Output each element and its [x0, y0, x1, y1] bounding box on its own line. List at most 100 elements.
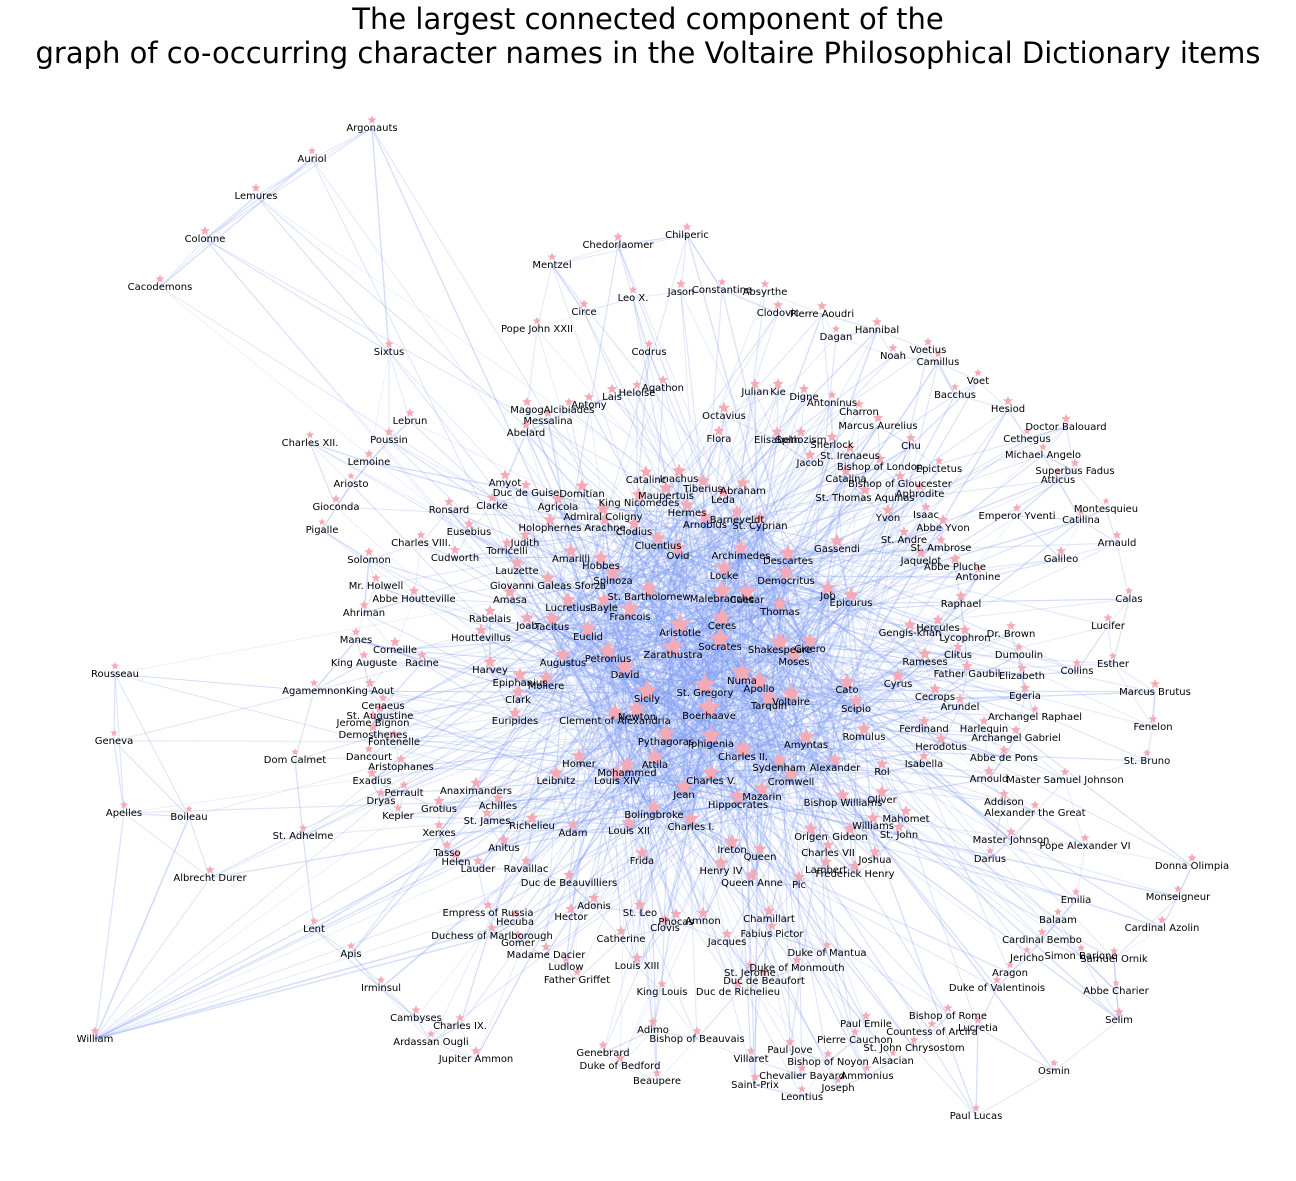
- edge: [567, 580, 614, 609]
- node-label: St. Ambrose: [911, 543, 972, 554]
- edge: [827, 595, 836, 769]
- edge: [977, 987, 998, 1029]
- edge: [567, 524, 706, 609]
- edge: [657, 545, 667, 743]
- edge: [1080, 955, 1115, 960]
- edge: [581, 493, 742, 557]
- edge: [977, 1027, 1055, 1072]
- edge: [335, 506, 628, 774]
- edge: [1112, 663, 1154, 728]
- edge: [123, 812, 190, 818]
- edge: [350, 439, 390, 485]
- edge: [551, 264, 710, 717]
- edge: [578, 548, 838, 765]
- edge: [633, 531, 723, 600]
- edge: [677, 524, 706, 557]
- edge: [114, 555, 742, 675]
- node-label: Albrecht Durer: [173, 873, 247, 884]
- edge: [633, 531, 725, 577]
- node-label: Boileau: [170, 812, 207, 823]
- edge: [629, 445, 912, 618]
- edge: [372, 715, 381, 724]
- edge: [567, 607, 763, 798]
- edge: [846, 689, 1156, 693]
- edge: [645, 479, 688, 514]
- node-label: Harvey: [472, 665, 508, 676]
- edge: [683, 517, 889, 796]
- node-label: Montesquieu: [1074, 504, 1138, 515]
- node-label: Paul Lucas: [950, 1111, 1003, 1122]
- edge: [94, 816, 190, 1040]
- edge: [526, 625, 628, 774]
- edge: [759, 525, 781, 613]
- edge: [678, 438, 720, 480]
- node-label: Charles II.: [718, 752, 768, 763]
- edge: [570, 558, 602, 567]
- edge: [363, 612, 396, 651]
- edge: [455, 861, 479, 870]
- node-label: Adam: [559, 828, 588, 839]
- node-label: Hobbes: [582, 561, 620, 572]
- node-label: Absyrthe: [743, 287, 788, 298]
- edge: [603, 607, 692, 828]
- edge: [309, 442, 770, 707]
- edge: [363, 649, 396, 664]
- edge: [855, 361, 939, 710]
- edge: [562, 611, 781, 664]
- edge: [677, 444, 833, 557]
- edge: [827, 595, 979, 1029]
- edge: [920, 527, 944, 562]
- node-label: Alexander: [810, 763, 861, 774]
- node-label: Michael Angelo: [1005, 450, 1081, 461]
- edge: [779, 611, 991, 860]
- node-label: Arnould: [970, 774, 1009, 785]
- edge: [486, 602, 852, 822]
- edge: [188, 816, 211, 879]
- edge: [800, 439, 833, 446]
- node-label: Clodius: [616, 527, 653, 538]
- edge: [805, 483, 901, 746]
- edge: [648, 512, 688, 598]
- edge: [742, 756, 1115, 960]
- edge: [704, 683, 899, 694]
- edge: [576, 938, 622, 981]
- edge: [677, 493, 921, 557]
- node-label: Magog: [510, 405, 544, 416]
- edge: [787, 425, 879, 562]
- edge: [547, 420, 589, 638]
- edge: [629, 616, 638, 718]
- edge: [611, 396, 761, 527]
- edge: [834, 445, 912, 769]
- edge: [204, 238, 685, 796]
- node-label: Madame Dacier: [507, 950, 587, 961]
- edge: [722, 499, 738, 521]
- edge: [313, 928, 382, 989]
- edge: [983, 728, 1005, 759]
- edge: [787, 560, 792, 783]
- edge: [632, 297, 710, 717]
- node-label: Countess of Arcira: [886, 1027, 978, 1038]
- edge: [665, 495, 674, 656]
- node-label: Grotius: [421, 804, 457, 815]
- edge: [572, 524, 706, 834]
- edge: [761, 566, 956, 798]
- edge: [959, 706, 985, 730]
- edge: [855, 708, 1036, 718]
- node-label: Pic: [792, 880, 806, 891]
- edge: [400, 741, 667, 768]
- node-label: Isabella: [905, 759, 943, 770]
- edge: [525, 492, 553, 628]
- node-label: Duc de Richelieu: [696, 987, 780, 998]
- edge: [313, 662, 365, 692]
- edge: [551, 626, 792, 703]
- edge: [438, 790, 477, 834]
- edge: [371, 689, 848, 782]
- edge: [487, 912, 493, 937]
- edge: [704, 692, 1059, 921]
- title-line-1: The largest connected component of the: [352, 2, 944, 36]
- edge: [602, 516, 710, 717]
- edge: [629, 495, 667, 618]
- node-label: Emperor Yventi: [978, 511, 1055, 522]
- edge: [568, 404, 590, 411]
- edge: [686, 512, 706, 526]
